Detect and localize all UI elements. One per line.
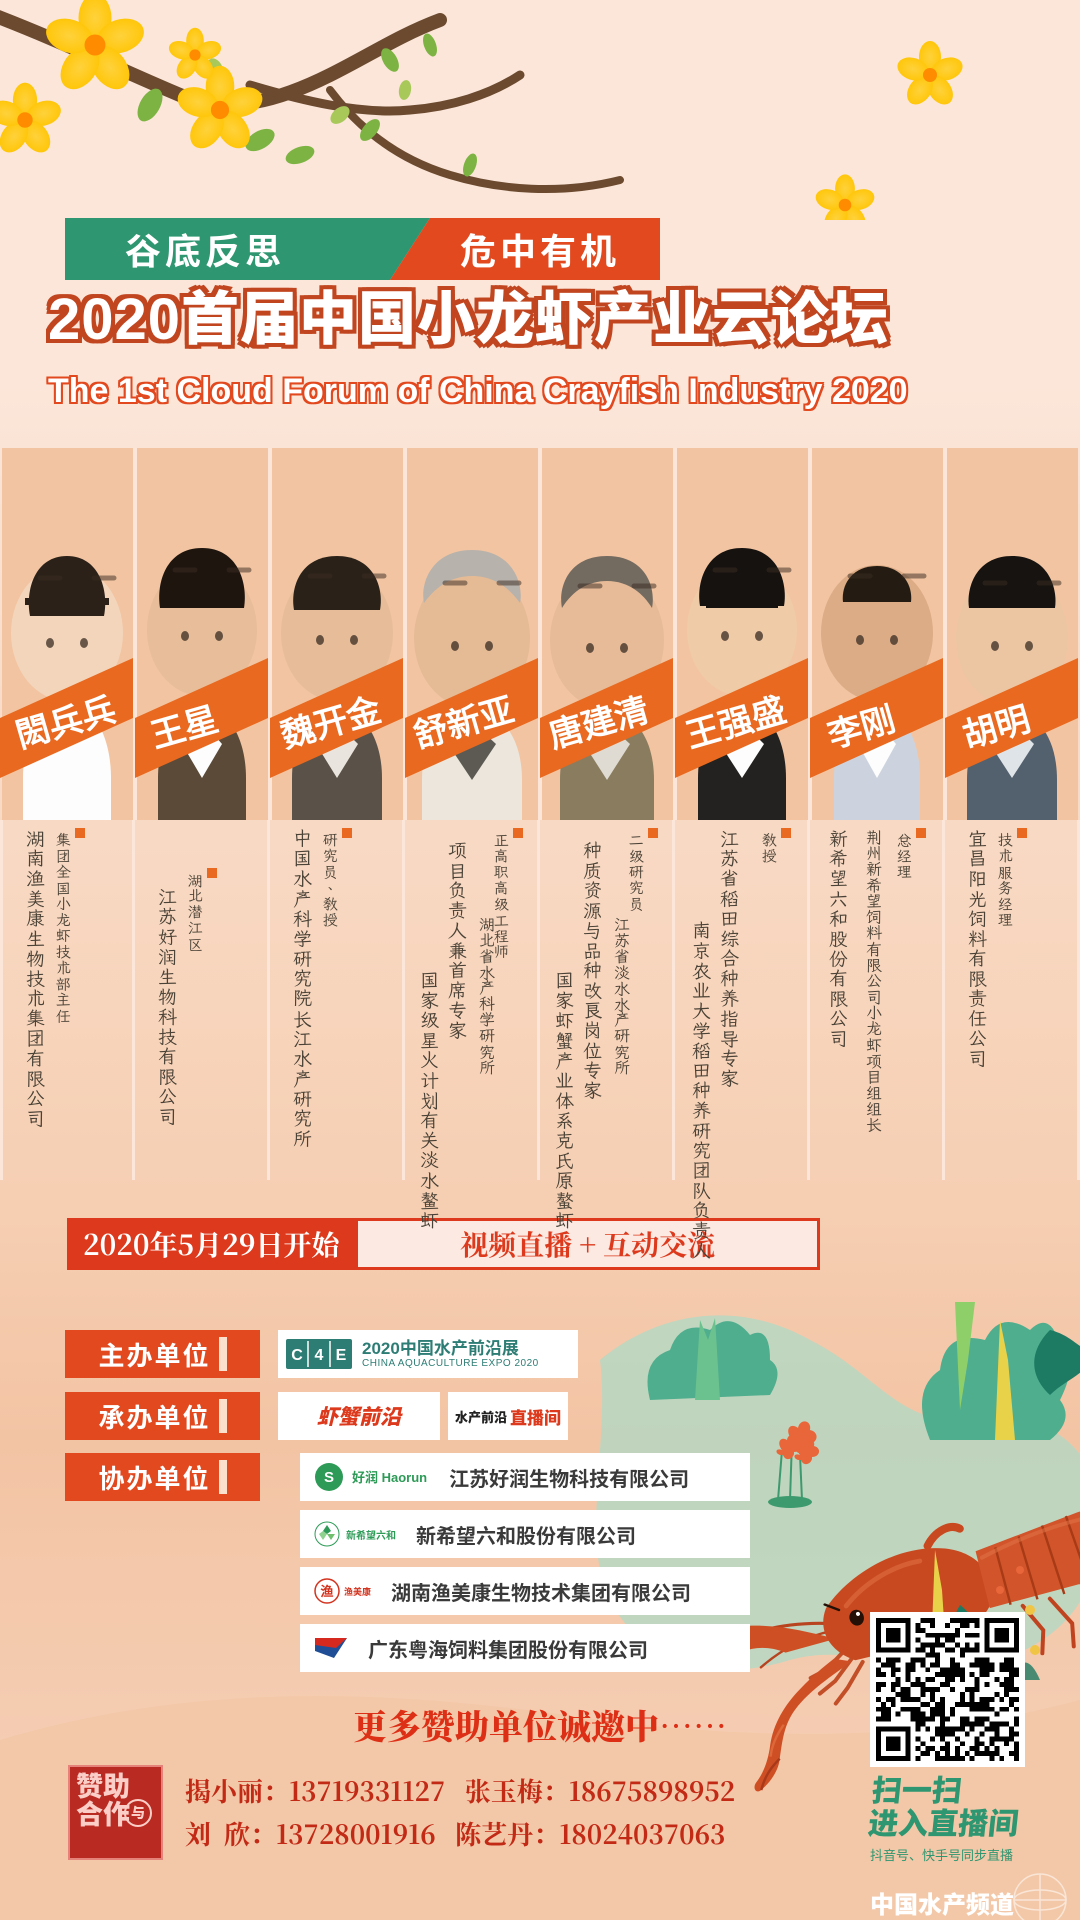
svg-text:E: E (336, 1347, 347, 1364)
svg-text:C: C (291, 1347, 303, 1364)
svg-text:S: S (324, 1469, 334, 1486)
svg-text:渔: 渔 (320, 1584, 333, 1599)
svg-text:4: 4 (315, 1347, 324, 1364)
